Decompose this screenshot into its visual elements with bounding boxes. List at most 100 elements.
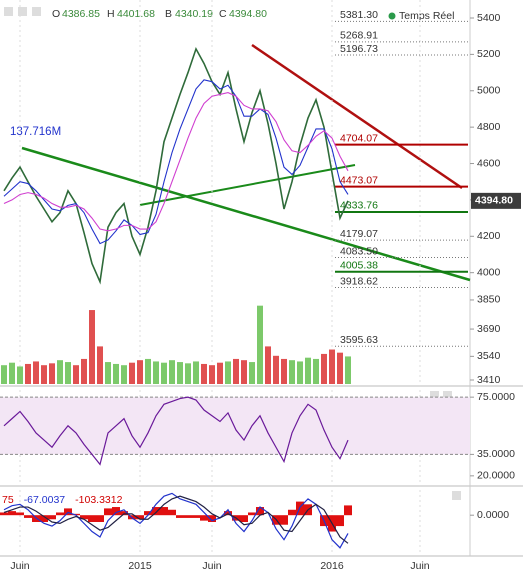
volume-bar [65,362,71,384]
histogram-bar [16,512,24,516]
volume-bar [121,365,127,384]
histogram-bar [160,507,168,516]
volume-bar [33,361,39,384]
ohlc-key: O [52,8,60,20]
icon[interactable] [443,391,452,400]
histogram-bar [48,515,56,520]
level-label: 4704.07 [340,132,378,144]
volume-bar [273,355,279,384]
level-label: 4473.07 [340,174,378,186]
level-label: 5196.73 [340,43,378,55]
volume-bar [57,360,63,384]
volume-bar [25,363,31,384]
y-tick-label: 4800 [477,121,501,133]
volume-bar [337,352,343,384]
volume-bar [289,360,295,384]
volume-label: 137.716M [10,126,61,138]
volume-bar [169,360,175,384]
level-label: 5268.91 [340,30,378,42]
icon[interactable] [4,7,13,16]
volume-bar [329,349,335,384]
histogram-bar [168,509,176,516]
volume-bar [305,357,311,384]
trend-line [21,146,471,282]
y-tick-label: 3850 [477,294,501,306]
ohlc-value: 4401.68 [117,8,155,20]
histogram-bar [8,511,16,516]
histogram-bar [120,511,128,516]
histogram-bar [240,515,248,522]
volume-bar [345,356,351,384]
x-tick-label: Juin [202,560,221,572]
indicator-value: 75 [2,494,14,506]
volume-bar [233,358,239,384]
icon[interactable] [18,7,27,16]
y-tick-label: 20.0000 [477,470,515,482]
histogram-bar [248,512,256,516]
indicator-value: -103.3312 [75,494,122,506]
histogram-bar [152,507,160,516]
volume-bar [49,363,55,384]
volume-bar [153,361,159,384]
volume-bar [161,362,167,384]
histogram-bar [96,515,104,522]
trend-line [251,43,463,190]
last-price-label: 4394.80 [475,195,513,207]
volume-bar [281,358,287,384]
volume-bar [9,362,15,384]
volume-bar [17,366,23,384]
volume-bar [137,360,143,384]
volume-bar [73,365,79,384]
ohlc-key: B [165,8,172,20]
volume-bar [297,361,303,384]
y-tick-label: 35.0000 [477,448,515,460]
level-label: 5381.30 [340,9,378,21]
x-tick-label: Juin [410,560,429,572]
y-tick-label: 0.0000 [477,509,509,521]
series-line [3,79,349,245]
ohlc-key: H [107,8,115,20]
histogram-bar [40,515,48,522]
histogram-bar [176,515,184,518]
histogram-bar [184,515,192,518]
series-line [3,92,349,232]
y-tick-label: 4600 [477,157,501,169]
histogram-bar [336,515,344,527]
realtime-label: Temps Réel [399,10,454,22]
ohlc-value: 4394.80 [229,8,267,20]
x-tick-label: Juin [10,560,29,572]
y-tick-label: 3540 [477,350,501,362]
level-label: 3595.63 [340,334,378,346]
volume-bar [177,362,183,384]
x-tick-label: 2016 [320,560,344,572]
series-line [3,495,349,544]
histogram-bar [256,507,264,516]
ohlc-key: C [219,8,227,20]
histogram-bar [224,511,232,516]
icon[interactable] [452,491,461,500]
series-line [3,46,349,285]
histogram-bar [56,512,64,516]
histogram-bar [288,509,296,516]
volume-bar [41,365,47,384]
trend-line [139,164,356,206]
histogram-bar [136,515,144,520]
volume-bar [225,361,231,384]
volume-bar [265,346,271,384]
icon[interactable] [430,391,439,400]
volume-bar [185,363,191,384]
volume-bar [321,353,327,384]
volume-bar [201,363,207,384]
volume-bar [89,310,95,384]
rsi-band [0,397,470,455]
volume-bar [113,363,119,384]
histogram-bar [24,515,32,518]
histogram-bar [104,508,112,516]
histogram-bar [112,507,120,516]
histogram-bar [144,511,152,516]
realtime-dot [388,12,396,20]
icon[interactable] [32,7,41,16]
ohlc-value: 4386.85 [62,8,100,20]
